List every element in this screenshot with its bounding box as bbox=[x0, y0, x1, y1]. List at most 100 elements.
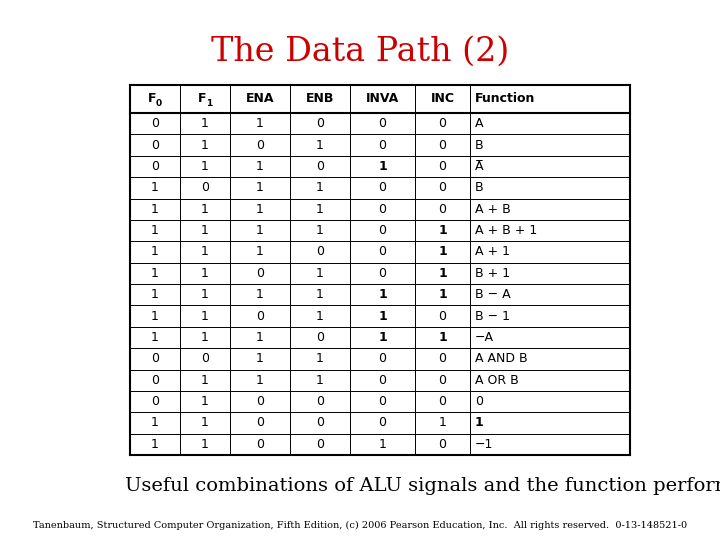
Text: 0: 0 bbox=[438, 438, 446, 451]
Text: 1: 1 bbox=[438, 416, 446, 429]
Text: F: F bbox=[198, 92, 206, 105]
Text: 0: 0 bbox=[256, 139, 264, 152]
Text: 1: 1 bbox=[316, 202, 324, 215]
Text: 1: 1 bbox=[206, 98, 212, 107]
Text: 0: 0 bbox=[316, 331, 324, 344]
Text: 1: 1 bbox=[316, 224, 324, 237]
Text: B − A: B − A bbox=[475, 288, 510, 301]
Text: 1: 1 bbox=[201, 160, 209, 173]
Text: 1: 1 bbox=[316, 267, 324, 280]
Text: 1: 1 bbox=[256, 288, 264, 301]
Text: A AND B: A AND B bbox=[475, 352, 528, 366]
Text: The Data Path (2): The Data Path (2) bbox=[211, 36, 509, 68]
Text: 1: 1 bbox=[256, 352, 264, 366]
Text: F: F bbox=[148, 92, 156, 105]
Text: 1: 1 bbox=[438, 267, 447, 280]
Text: INVA: INVA bbox=[366, 92, 399, 105]
Text: B + 1: B + 1 bbox=[475, 267, 510, 280]
Text: 0: 0 bbox=[438, 117, 446, 130]
Text: 1: 1 bbox=[201, 288, 209, 301]
Text: B: B bbox=[475, 139, 484, 152]
Text: 0: 0 bbox=[379, 224, 387, 237]
Text: 1: 1 bbox=[201, 416, 209, 429]
Text: 0: 0 bbox=[379, 395, 387, 408]
Text: 1: 1 bbox=[378, 288, 387, 301]
Text: 1: 1 bbox=[201, 246, 209, 259]
Text: 1: 1 bbox=[378, 331, 387, 344]
Text: 0: 0 bbox=[379, 416, 387, 429]
Text: 1: 1 bbox=[316, 139, 324, 152]
Text: 1: 1 bbox=[151, 181, 159, 194]
Text: 1: 1 bbox=[151, 267, 159, 280]
Text: 0: 0 bbox=[151, 160, 159, 173]
Text: 1: 1 bbox=[151, 246, 159, 259]
Text: 1: 1 bbox=[151, 309, 159, 322]
Text: 1: 1 bbox=[256, 374, 264, 387]
Text: 0: 0 bbox=[201, 352, 209, 366]
Text: 1: 1 bbox=[316, 352, 324, 366]
Text: Function: Function bbox=[475, 92, 536, 105]
Text: 0: 0 bbox=[438, 202, 446, 215]
Text: −A: −A bbox=[475, 331, 494, 344]
Text: 1: 1 bbox=[151, 224, 159, 237]
Text: B − 1: B − 1 bbox=[475, 309, 510, 322]
Text: INC: INC bbox=[431, 92, 454, 105]
Text: 1: 1 bbox=[316, 288, 324, 301]
Text: 0: 0 bbox=[151, 374, 159, 387]
Text: 1: 1 bbox=[256, 117, 264, 130]
Text: 0: 0 bbox=[379, 139, 387, 152]
Text: 0: 0 bbox=[438, 395, 446, 408]
Text: 0: 0 bbox=[379, 117, 387, 130]
Text: 1: 1 bbox=[438, 331, 447, 344]
Text: 1: 1 bbox=[256, 246, 264, 259]
Text: 1: 1 bbox=[379, 438, 387, 451]
Text: 0: 0 bbox=[316, 160, 324, 173]
Text: 1: 1 bbox=[256, 160, 264, 173]
Text: A + B + 1: A + B + 1 bbox=[475, 224, 537, 237]
Text: A̅: A̅ bbox=[475, 160, 484, 173]
Text: 0: 0 bbox=[379, 202, 387, 215]
Text: 0: 0 bbox=[256, 267, 264, 280]
Text: 0: 0 bbox=[438, 309, 446, 322]
Text: 0: 0 bbox=[438, 139, 446, 152]
Text: 0: 0 bbox=[379, 181, 387, 194]
Text: 0: 0 bbox=[379, 374, 387, 387]
Text: 0: 0 bbox=[379, 352, 387, 366]
Text: 1: 1 bbox=[201, 395, 209, 408]
Text: 0: 0 bbox=[316, 395, 324, 408]
Text: 1: 1 bbox=[201, 139, 209, 152]
Text: 0: 0 bbox=[438, 181, 446, 194]
Text: Useful combinations of ALU signals and the function performed.: Useful combinations of ALU signals and t… bbox=[125, 477, 720, 495]
Text: 1: 1 bbox=[151, 416, 159, 429]
Text: 1: 1 bbox=[316, 181, 324, 194]
Text: 1: 1 bbox=[151, 202, 159, 215]
Text: A + B: A + B bbox=[475, 202, 510, 215]
Text: 1: 1 bbox=[151, 331, 159, 344]
Text: 0: 0 bbox=[316, 438, 324, 451]
Text: 0: 0 bbox=[151, 117, 159, 130]
Text: 0: 0 bbox=[316, 416, 324, 429]
Text: 1: 1 bbox=[378, 309, 387, 322]
Text: 1: 1 bbox=[475, 416, 484, 429]
Text: 1: 1 bbox=[438, 224, 447, 237]
Text: 0: 0 bbox=[438, 374, 446, 387]
Text: 1: 1 bbox=[438, 246, 447, 259]
Text: ENA: ENA bbox=[246, 92, 274, 105]
Text: 1: 1 bbox=[201, 374, 209, 387]
Text: 0: 0 bbox=[316, 246, 324, 259]
Text: −1: −1 bbox=[475, 438, 493, 451]
Text: 1: 1 bbox=[316, 374, 324, 387]
Text: 1: 1 bbox=[256, 181, 264, 194]
Text: 0: 0 bbox=[256, 416, 264, 429]
Text: 0: 0 bbox=[151, 352, 159, 366]
Text: ENB: ENB bbox=[306, 92, 334, 105]
Text: 0: 0 bbox=[316, 117, 324, 130]
Text: 0: 0 bbox=[438, 160, 446, 173]
Text: 1: 1 bbox=[151, 288, 159, 301]
Text: 0: 0 bbox=[151, 395, 159, 408]
Text: 0: 0 bbox=[256, 438, 264, 451]
Text: 1: 1 bbox=[256, 331, 264, 344]
Text: 1: 1 bbox=[201, 309, 209, 322]
Text: 1: 1 bbox=[201, 202, 209, 215]
Text: 1: 1 bbox=[378, 160, 387, 173]
